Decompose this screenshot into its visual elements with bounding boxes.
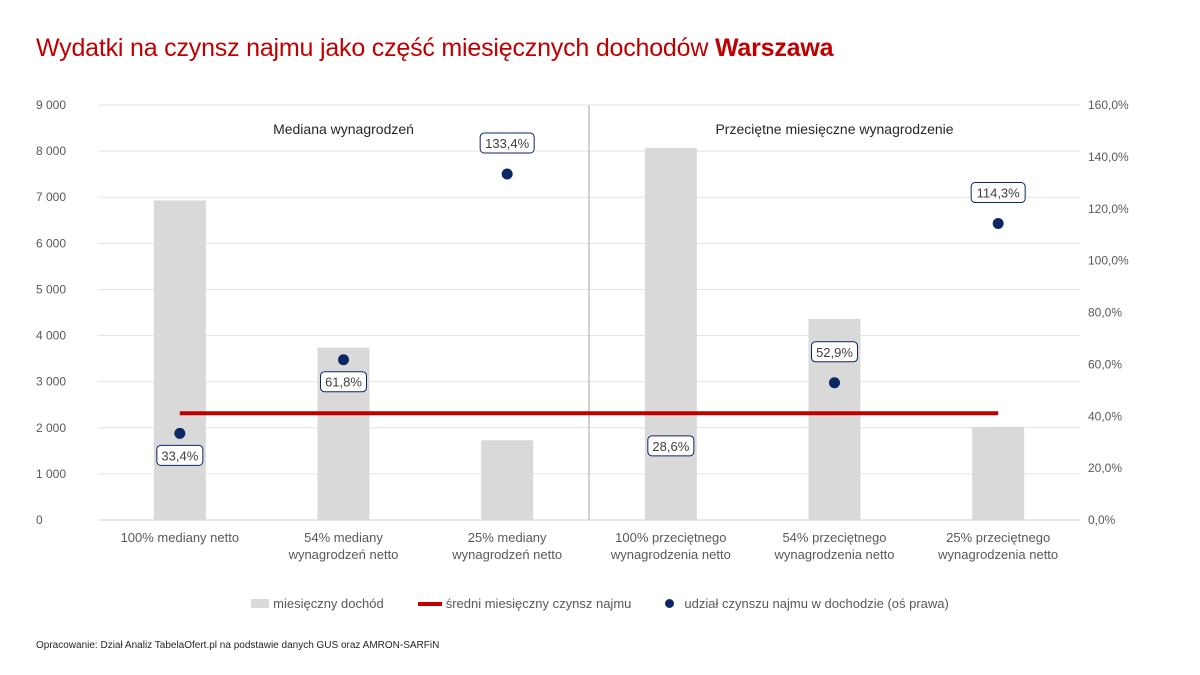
legend-label-income: miesięczny dochód [273, 596, 384, 611]
x-category-label: 54% mediany [304, 530, 383, 545]
share-data-label: 33,4% [161, 448, 198, 463]
source-note: Opracowanie: Dział Analiz TabelaOfert.pl… [36, 640, 439, 651]
x-category-label: wynagrodzeń netto [451, 547, 562, 562]
x-category-label: 100% przeciętnego [615, 530, 726, 545]
section-label-median: Mediana wynagrodzeń [273, 121, 414, 137]
share-data-label: 52,9% [816, 345, 853, 360]
y-right-tick-label: 80,0% [1088, 306, 1122, 320]
x-category-label: wynagrodzenia netto [774, 547, 895, 562]
share-dot [829, 377, 840, 388]
y-left-tick-label: 5 000 [36, 282, 66, 296]
bar-income [154, 200, 206, 520]
share-data-label: 28,6% [652, 439, 689, 454]
y-left-tick-label: 9 000 [36, 98, 66, 112]
y-left-tick-label: 7 000 [36, 190, 66, 204]
share-dot [993, 218, 1004, 229]
y-right-tick-label: 0,0% [1088, 513, 1116, 527]
x-category-label: wynagrodzenia netto [610, 547, 731, 562]
legend-swatch-line [418, 602, 442, 606]
x-category-label: 25% przeciętnego [946, 530, 1050, 545]
bar-income [481, 440, 533, 520]
y-right-tick-label: 40,0% [1088, 409, 1122, 423]
chart-legend: miesięczny dochód średni miesięczny czyn… [0, 596, 1200, 611]
legend-label-share: udział czynszu najmu w dochodzie (oś pra… [684, 596, 948, 611]
y-right-tick-label: 140,0% [1088, 150, 1129, 164]
share-dot [338, 354, 349, 365]
y-left-tick-label: 6 000 [36, 236, 66, 250]
x-category-label: wynagrodzenia netto [937, 547, 1058, 562]
bar-income [645, 148, 697, 520]
bar-income [972, 427, 1024, 520]
share-dot [174, 428, 185, 439]
y-left-tick-label: 3 000 [36, 375, 66, 389]
legend-swatch-bar [251, 599, 269, 608]
x-category-label: wynagrodzeń netto [288, 547, 399, 562]
y-right-tick-label: 20,0% [1088, 461, 1122, 475]
y-left-tick-label: 4 000 [36, 329, 66, 343]
combo-chart: 0 1 000 2 000 3 000 4 000 5 000 6 000 7 000 8 00… [0, 0, 1200, 675]
share-dot [502, 168, 513, 179]
y-left-tick-label: 2 000 [36, 421, 66, 435]
legend-item-rent: średni miesięczny czynsz najmu [418, 596, 632, 611]
legend-item-share: udział czynszu najmu w dochodzie (oś pra… [665, 596, 948, 611]
x-category-label: 25% mediany [468, 530, 547, 545]
x-category-label: 100% mediany netto [121, 530, 240, 545]
legend-label-rent: średni miesięczny czynsz najmu [446, 596, 632, 611]
y-right-tick-label: 100,0% [1088, 254, 1129, 268]
y-left-tick-label: 0 [36, 513, 43, 527]
y-left-tick-label: 1 000 [36, 467, 66, 481]
y-right-tick-label: 60,0% [1088, 357, 1122, 371]
y-right-tick-label: 120,0% [1088, 202, 1129, 216]
legend-swatch-dot [665, 599, 674, 608]
share-data-label: 114,3% [977, 186, 1021, 201]
section-label-average: Przeciętne miesięczne wynagrodzenie [715, 121, 953, 137]
y-right-tick-label: 160,0% [1088, 98, 1129, 112]
x-category-label: 54% przeciętnego [782, 530, 886, 545]
share-data-label: 61,8% [325, 375, 362, 390]
share-data-label: 133,4% [485, 136, 530, 151]
legend-item-income: miesięczny dochód [251, 596, 384, 611]
y-left-tick-label: 8 000 [36, 144, 66, 158]
